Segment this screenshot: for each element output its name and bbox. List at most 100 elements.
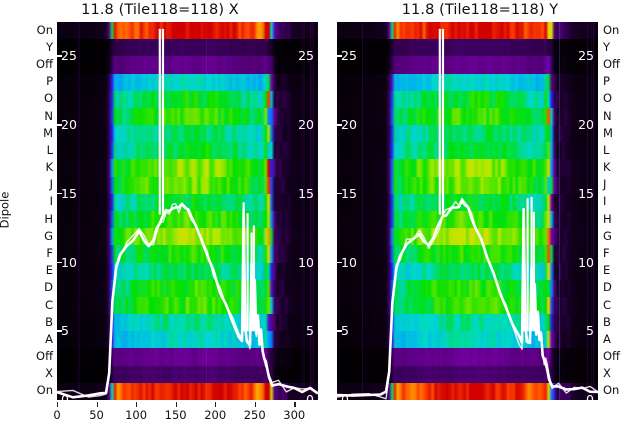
y-tick-label-left-y-15: 15 xyxy=(341,185,357,201)
dipole-label-left-8: K xyxy=(45,160,53,175)
x-tick-label-300: 300 xyxy=(283,408,306,422)
y-tick-label-left-x-20: 20 xyxy=(61,117,77,133)
y-tick-mark xyxy=(57,124,62,126)
y-tick-mark xyxy=(337,55,342,57)
y-tick-label-right-x-10: 10 xyxy=(298,254,314,270)
dipole-label-left-0: On xyxy=(36,22,53,37)
y-tick-label-right-x-25: 25 xyxy=(298,48,314,64)
dipole-label-left-17: B xyxy=(45,314,53,329)
y-tick-mark xyxy=(57,55,62,57)
y-tick-label-right-x-5: 5 xyxy=(306,323,314,339)
dipole-label-left-21: On xyxy=(36,383,53,398)
dipole-label-right-10: I xyxy=(603,194,607,209)
dipole-label-right-20: X xyxy=(603,366,611,381)
dipole-label-right-11: H xyxy=(603,211,612,226)
y-tick-label-right-y-25: 25 xyxy=(578,48,594,64)
dipole-label-left-1: Y xyxy=(45,39,53,54)
dipole-label-left-14: E xyxy=(45,263,53,278)
dipole-label-left-9: J xyxy=(49,177,53,192)
panel-y-title: 11.8 (Tile118=118) Y xyxy=(401,2,559,18)
dipole-label-right-15: D xyxy=(603,280,612,295)
x-tick-label-150: 150 xyxy=(164,408,187,422)
x-tick-mark xyxy=(254,402,257,407)
x-tick-mark xyxy=(175,402,177,407)
dipole-label-right-3: P xyxy=(603,74,610,89)
y-tick-label-left-y-25: 25 xyxy=(341,48,357,64)
dipole-label-right-2: Off xyxy=(603,56,620,71)
dipole-label-right-7: L xyxy=(603,142,610,157)
dipole-label-left-4: O xyxy=(43,91,53,106)
y-tick-label-right-x-0: 0 xyxy=(306,392,314,400)
x-tick-label-250: 250 xyxy=(243,408,266,422)
x-tick-label-50: 50 xyxy=(89,408,104,422)
y-tick-mark xyxy=(337,192,342,195)
y-tick-label-right-y-15: 15 xyxy=(578,185,594,201)
x-tick-mark xyxy=(215,402,217,407)
panel-x-title: 11.8 (Tile118=118) X xyxy=(81,2,239,18)
dipole-label-right-13: F xyxy=(603,245,610,260)
dipole-label-right-1: Y xyxy=(603,39,611,54)
x-tick-mark xyxy=(136,402,138,407)
heatmap-x[interactable]: 25 25 20 20 15 15 10 10 5 5 0 0 xyxy=(57,22,318,400)
dipole-axis-left: On Y Off P O N M L K J I H G F E D C B A Off X On xyxy=(0,22,57,400)
x-tick-mark xyxy=(294,402,296,407)
dipole-label-left-12: G xyxy=(44,228,53,243)
dipole-label-right-18: A xyxy=(603,331,611,346)
dipole-label-left-13: F xyxy=(46,245,53,260)
dipole-label-right-12: G xyxy=(603,228,612,243)
heatmap-y[interactable]: 25 25 20 20 15 15 10 10 5 5 0 0 xyxy=(337,22,598,400)
x-tick-label-100: 100 xyxy=(125,408,148,422)
y-tick-label-left-y-20: 20 xyxy=(341,117,357,133)
dipole-label-right-21: On xyxy=(603,383,620,398)
dipole-label-left-19: Off xyxy=(36,349,53,364)
dipole-label-right-0: On xyxy=(603,22,620,37)
dipole-label-left-2: Off xyxy=(36,56,53,71)
dipole-label-left-15: D xyxy=(44,280,53,295)
x-tick-mark xyxy=(96,402,98,407)
dipole-label-left-3: P xyxy=(46,74,53,89)
y-axis-label: Dipole xyxy=(0,191,12,229)
y-tick-label-right-y-5: 5 xyxy=(586,323,594,339)
y-tick-label-right-x-15: 15 xyxy=(298,185,314,201)
dipole-label-right-19: Off xyxy=(603,349,620,364)
y-tick-label-left-x-25: 25 xyxy=(61,48,77,64)
y-tick-label-right-y-10: 10 xyxy=(578,254,594,270)
dipole-label-left-10: I xyxy=(49,194,53,209)
dipole-label-right-14: E xyxy=(603,263,611,278)
dipole-label-right-8: K xyxy=(603,160,611,175)
y-tick-mark xyxy=(337,330,342,332)
y-tick-mark xyxy=(57,261,62,264)
dipole-label-left-11: H xyxy=(44,211,53,226)
dipole-label-left-20: X xyxy=(45,366,53,381)
dipole-label-left-5: N xyxy=(44,108,53,123)
y-tick-label-left-y-5: 5 xyxy=(341,323,349,339)
y-tick-label-left-x-5: 5 xyxy=(61,323,69,339)
heatmap-image-y xyxy=(337,22,598,400)
dipole-label-right-5: N xyxy=(603,108,612,123)
dipole-label-left-18: A xyxy=(45,331,53,346)
y-tick-label-right-y-20: 20 xyxy=(578,117,594,133)
x-tick-label-200: 200 xyxy=(204,408,227,422)
x-tick-mark xyxy=(57,402,59,407)
y-tick-label-left-x-10: 10 xyxy=(61,254,77,270)
dipole-label-right-6: M xyxy=(603,125,613,140)
y-tick-mark xyxy=(337,124,342,126)
y-tick-label-left-x-0: 0 xyxy=(61,392,69,400)
dipole-label-left-6: M xyxy=(43,125,53,140)
x-axis-x: 0 50 100 150 200 250 300 xyxy=(53,402,318,438)
dipole-label-left-7: L xyxy=(46,142,53,157)
y-tick-label-right-y-0: 0 xyxy=(586,392,594,400)
panel-x: 11.8 (Tile118=118) X 25 25 20 20 15 15 10 10 5 5 0… xyxy=(53,2,318,438)
y-tick-mark xyxy=(57,330,62,332)
dipole-label-right-9: J xyxy=(603,177,607,192)
x-tick-label-0: 0 xyxy=(53,408,61,422)
dipole-label-right-16: C xyxy=(603,297,612,312)
y-tick-mark xyxy=(337,261,342,264)
y-tick-mark xyxy=(57,192,62,195)
dipole-label-right-4: O xyxy=(603,91,613,106)
y-tick-label-left-y-10: 10 xyxy=(341,254,357,270)
y-tick-label-left-x-15: 15 xyxy=(61,185,77,201)
dipole-label-right-17: B xyxy=(603,314,611,329)
heatmap-image-x xyxy=(57,22,318,400)
